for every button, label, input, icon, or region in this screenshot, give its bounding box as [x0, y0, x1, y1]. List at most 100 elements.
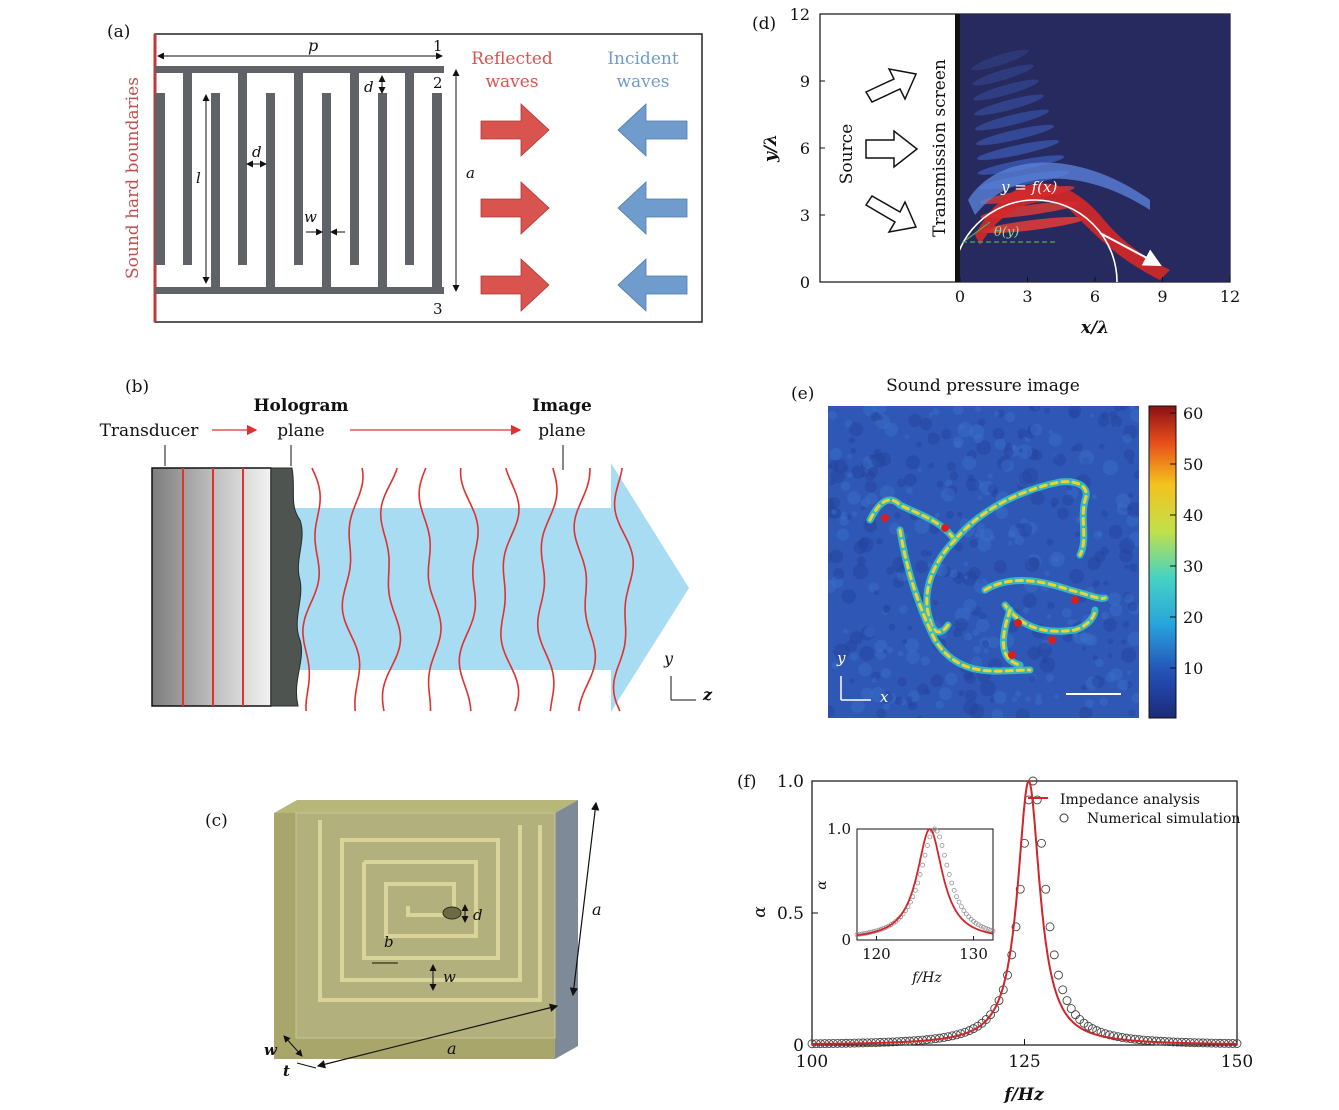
simulation-point: [1062, 996, 1072, 1005]
noise-speckle: [847, 453, 853, 459]
transducer-block: [151, 467, 272, 707]
noise-speckle: [1129, 406, 1136, 411]
panel-f-label: (f): [737, 772, 757, 792]
curve-label: y = f(x): [1000, 178, 1057, 196]
noise-speckle: [839, 511, 848, 520]
panel-d-ylabel: y/λ: [761, 134, 781, 163]
simulation-point: [1058, 985, 1068, 995]
noise-speckle: [945, 510, 954, 519]
noise-speckle: [873, 590, 879, 596]
noise-speckle: [907, 701, 918, 711]
hologram-label-line1: Hologram: [253, 396, 348, 416]
noise-speckle: [886, 566, 895, 575]
reflected-wave-arrows: [480, 103, 550, 312]
dove-stroke: [1001, 608, 1022, 667]
colorbar-tick-label: 40: [1183, 506, 1203, 525]
noise-speckle: [907, 625, 913, 631]
noise-speckle: [1078, 450, 1094, 466]
inset-y-tick-label: 0: [841, 931, 851, 949]
inset-simulation-point: [978, 923, 984, 929]
noise-speckle: [979, 680, 996, 697]
noise-speckle: [1127, 631, 1139, 647]
noise-speckle: [884, 422, 899, 437]
noise-speckle: [1028, 557, 1040, 569]
port-1-label: 1: [433, 37, 443, 55]
inset-simulation-point: [956, 899, 962, 905]
noise-speckle: [971, 656, 983, 668]
noise-speckle: [870, 411, 880, 422]
axis-x-label-e: x: [880, 688, 889, 706]
noise-speckle: [981, 640, 990, 648]
noise-speckle: [993, 690, 1007, 704]
noise-speckle: [880, 667, 892, 679]
noise-speckle: [1079, 706, 1093, 718]
noise-speckle: [849, 678, 855, 684]
inset-simulation-point: [925, 843, 930, 848]
incident-label-line2: waves: [616, 72, 669, 92]
noise-speckle: [954, 618, 968, 632]
hologram-label-line2: plane: [277, 421, 324, 441]
inset-impedance-curve: [856, 828, 993, 937]
noise-speckle: [1039, 656, 1056, 673]
source-label: Source: [837, 124, 857, 185]
inset-simulation-point: [886, 923, 891, 929]
simulation-point: [1083, 1021, 1093, 1031]
inset-plot-area: [856, 828, 994, 941]
legend-label-simulation: Numerical simulation: [1087, 811, 1240, 827]
noise-speckle: [917, 715, 922, 718]
noise-speckle: [1029, 675, 1036, 682]
field-lobe: [971, 49, 1029, 71]
inset-simulation-point: [973, 920, 979, 926]
noise-speckle: [964, 632, 973, 641]
noise-speckle: [934, 512, 940, 518]
noise-speckle: [992, 427, 1005, 440]
coiled-maze-structure: [155, 66, 444, 294]
inset-simulation-point: [961, 908, 967, 913]
inset-simulation-point: [888, 922, 894, 928]
noise-speckle: [975, 529, 985, 539]
port-3-label: 3: [433, 300, 443, 318]
dove-outline: [866, 478, 1109, 675]
noise-speckle: [908, 413, 922, 428]
noise-speckle: [1130, 408, 1139, 423]
wavefront-line: [341, 467, 364, 712]
dimension-d-label-c: d: [473, 906, 483, 924]
noise-speckle: [904, 638, 920, 653]
noise-speckle: [1099, 443, 1105, 449]
noise-speckle: [974, 406, 981, 412]
noise-speckle: [1127, 492, 1134, 498]
noise-speckle: [1047, 601, 1055, 610]
noise-speckle: [928, 462, 934, 469]
noise-speckle: [1122, 621, 1130, 628]
source-arrows: [864, 67, 919, 234]
field-map: y = f(x) θ(y): [960, 14, 1230, 282]
noise-speckle: [958, 690, 965, 697]
noise-speckle: [906, 650, 920, 665]
beam-direction-arrow: [1099, 232, 1162, 266]
dimension-p-label: p: [308, 36, 318, 55]
panel-d: (d) y = f(x) θ(y) Transmission screen So…: [752, 5, 1241, 338]
noise-speckle: [876, 708, 886, 718]
noise-speckle: [1091, 675, 1105, 689]
noise-speckle: [860, 687, 874, 701]
main-plot: 100 125 150 0 0.5 1.0: [777, 772, 1253, 1072]
inset-simulation-point: [983, 925, 989, 931]
noise-speckle: [979, 612, 987, 620]
simulation-point: [1054, 970, 1063, 980]
panel-d-label: (d): [752, 14, 776, 34]
panel-d-axes: 0 3 6 9 12 0 3 6 9 12: [790, 5, 1241, 306]
noise-speckle: [963, 561, 969, 567]
wavefronts: [302, 467, 634, 712]
noise-speckle: [1124, 593, 1134, 604]
hotspot: [1014, 619, 1022, 627]
side-lobe: [968, 162, 1150, 215]
noise-speckle: [928, 412, 934, 417]
noise-speckle: [1053, 453, 1066, 467]
noise-speckle: [1022, 607, 1030, 614]
inset-simulation-point: [915, 880, 921, 886]
noise-speckle: [1050, 497, 1059, 506]
noise-speckle: [859, 646, 875, 661]
noise-speckle: [987, 473, 993, 479]
panel-f-ylabel: α: [750, 906, 770, 918]
inset-simulation-point: [942, 852, 947, 858]
